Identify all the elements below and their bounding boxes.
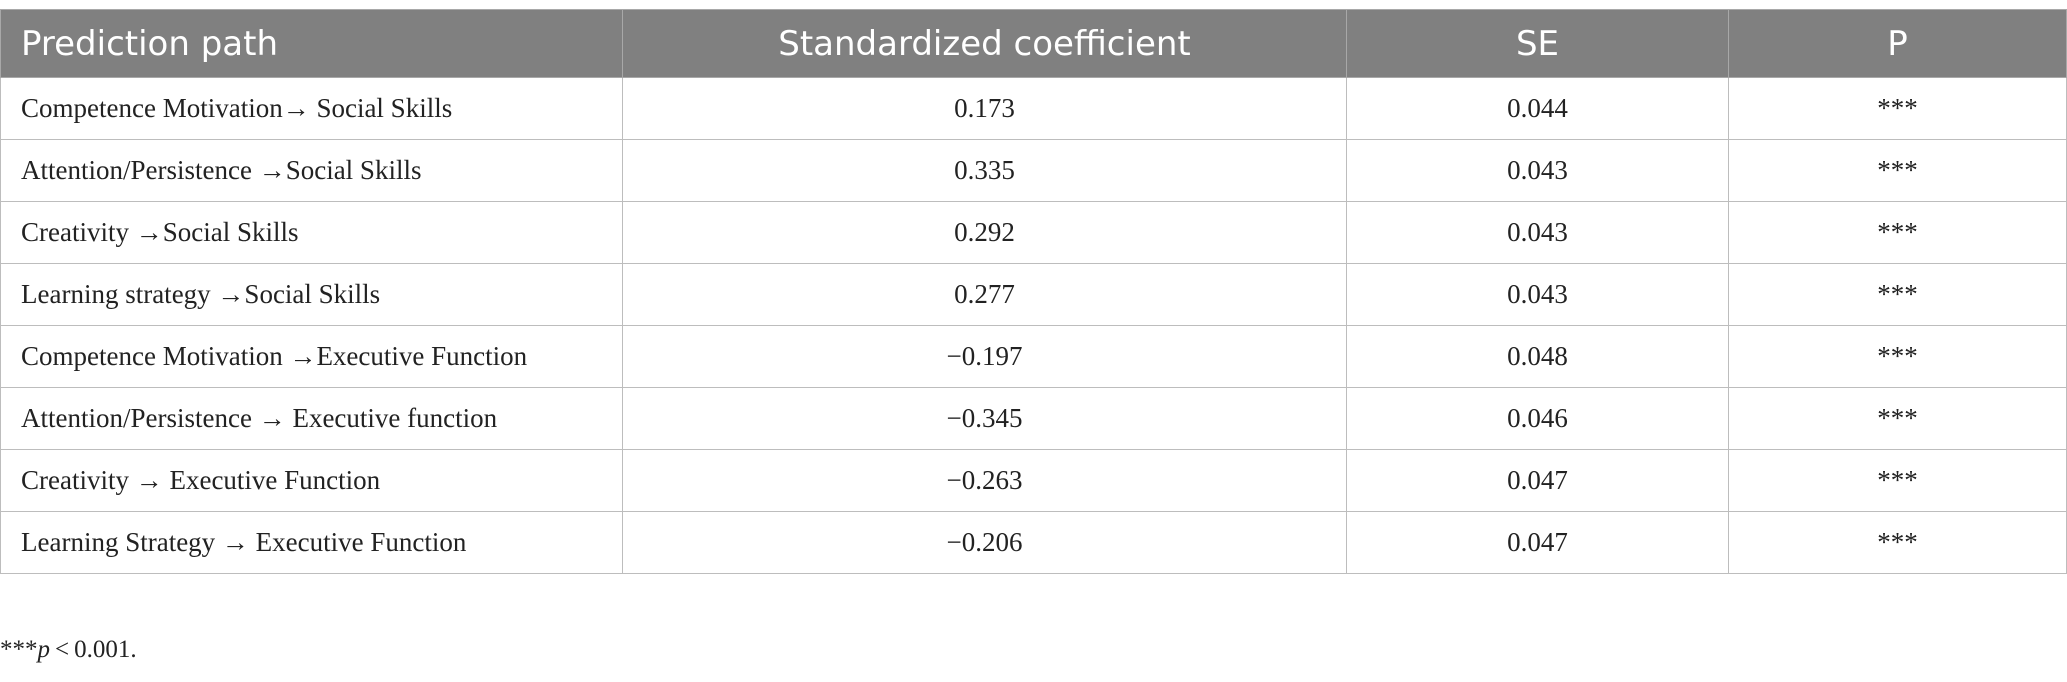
- table-row: Creativity →Social Skills 0.292 0.043 ***: [0, 201, 2067, 264]
- table-cell: 0.277: [622, 263, 1347, 326]
- table-cell: −0.197: [622, 325, 1347, 388]
- table-cell: 0.173: [622, 77, 1347, 140]
- table-cell: ***: [1728, 139, 2067, 202]
- table-row: Learning Strategy → Executive Function −0…: [0, 511, 2067, 574]
- table-cell: ***: [1728, 77, 2067, 140]
- table-cell: 0.043: [1346, 263, 1729, 326]
- table-body: Competence Motivation→ Social Skills 0.17…: [0, 77, 2067, 574]
- table-cell: ***: [1728, 201, 2067, 264]
- table-cell: 0.047: [1346, 449, 1729, 512]
- table-cell: Learning Strategy → Executive Function: [0, 511, 623, 574]
- table-cell: 0.047: [1346, 511, 1729, 574]
- table-cell: Attention/Persistence → Executive functi…: [0, 387, 623, 450]
- results-table: Prediction path Standardized coefficient S…: [0, 9, 2067, 574]
- table-row: Attention/Persistence →Social Skills 0.33…: [0, 139, 2067, 202]
- table-row: Attention/Persistence → Executive functi…: [0, 387, 2067, 450]
- table-cell: −0.345: [622, 387, 1347, 450]
- footnote: ***p < 0.001.: [0, 636, 137, 664]
- table-cell: Competence Motivation →Executive Functio…: [0, 325, 623, 388]
- table-cell: ***: [1728, 387, 2067, 450]
- table-cell: 0.043: [1346, 201, 1729, 264]
- table-cell: Learning strategy →Social Skills: [0, 263, 623, 326]
- header-cell: P: [1728, 9, 2067, 78]
- table-cell: 0.335: [622, 139, 1347, 202]
- footnote-marker: ***: [0, 636, 38, 663]
- table-cell: ***: [1728, 325, 2067, 388]
- table-row: Competence Motivation→ Social Skills 0.17…: [0, 77, 2067, 140]
- table-row: Creativity → Executive Function −0.263 0.0…: [0, 449, 2067, 512]
- table-cell: ***: [1728, 511, 2067, 574]
- header-cell: Prediction path: [0, 9, 623, 78]
- table-cell: Creativity → Executive Function: [0, 449, 623, 512]
- table-cell: Attention/Persistence →Social Skills: [0, 139, 623, 202]
- table-row: Learning strategy →Social Skills 0.277 0.0…: [0, 263, 2067, 326]
- table-cell: −0.206: [622, 511, 1347, 574]
- table-cell: 0.046: [1346, 387, 1729, 450]
- table-cell: Creativity →Social Skills: [0, 201, 623, 264]
- footnote-symbol: p: [37, 636, 51, 663]
- table-cell: 0.048: [1346, 325, 1729, 388]
- table-cell: 0.043: [1346, 139, 1729, 202]
- table-cell: 0.292: [622, 201, 1347, 264]
- header-cell: SE: [1346, 9, 1729, 78]
- table-cell: ***: [1728, 449, 2067, 512]
- table-row: Competence Motivation →Executive Functio…: [0, 325, 2067, 388]
- header-cell: Standardized coefficient: [622, 9, 1347, 78]
- header-row: Prediction path Standardized coefficient S…: [0, 9, 2067, 78]
- table-cell: 0.044: [1346, 77, 1729, 140]
- table-cell: Competence Motivation→ Social Skills: [0, 77, 623, 140]
- table-cell: ***: [1728, 263, 2067, 326]
- table-cell: −0.263: [622, 449, 1347, 512]
- footnote-text: < 0.001.: [50, 636, 137, 663]
